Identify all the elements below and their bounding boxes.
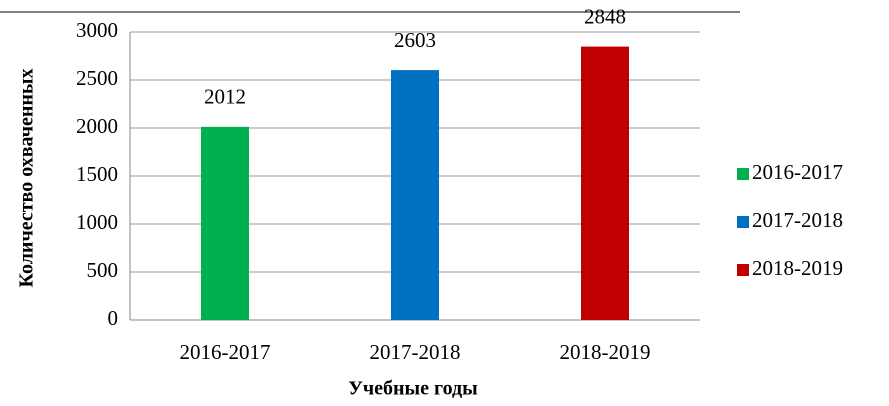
x-tick-label: 2018-2019 xyxy=(560,340,651,364)
legend-label: 2017-2018 xyxy=(752,208,843,232)
legend-swatch xyxy=(737,168,749,180)
x-axis-label: Учебные годы xyxy=(348,378,478,400)
y-tick-label: 2500 xyxy=(76,66,118,90)
x-tick-label: 2016-2017 xyxy=(180,340,271,364)
y-tick-label: 0 xyxy=(108,306,119,330)
bar xyxy=(391,70,439,320)
legend-swatch xyxy=(737,216,749,228)
legend-swatch xyxy=(737,264,749,276)
data-label: 2012 xyxy=(204,85,246,109)
y-tick-label: 1000 xyxy=(76,210,118,234)
bar xyxy=(201,126,249,321)
x-tick-label: 2017-2018 xyxy=(370,340,461,364)
y-tick-label: 3000 xyxy=(76,18,118,42)
y-axis-label: Количество охваченных xyxy=(16,68,38,287)
data-label: 2603 xyxy=(394,28,436,52)
legend-label: 2016-2017 xyxy=(752,160,843,184)
data-label: 2848 xyxy=(584,4,626,28)
y-tick-label: 2000 xyxy=(76,114,118,138)
legend-label: 2018-2019 xyxy=(752,256,843,280)
y-tick-label: 500 xyxy=(87,258,119,282)
y-tick-label: 1500 xyxy=(76,162,118,186)
bar xyxy=(581,46,629,320)
